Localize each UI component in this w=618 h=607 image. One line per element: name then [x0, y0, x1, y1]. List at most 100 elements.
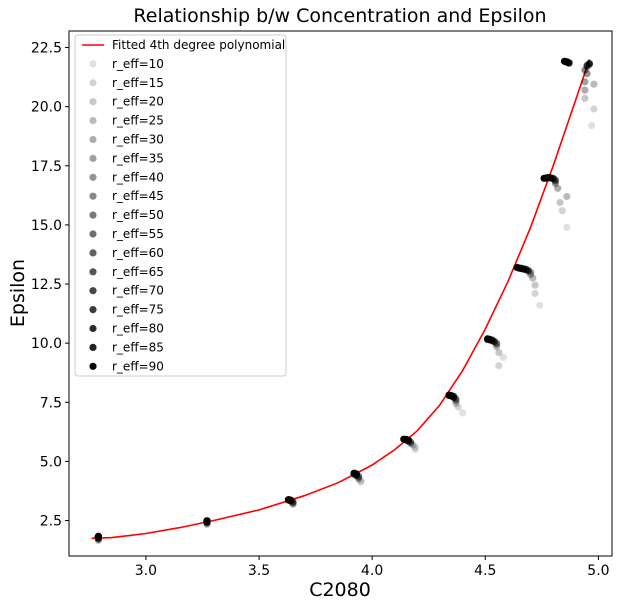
scatter-point-r-eff-30: [581, 86, 589, 94]
scatter-point-r-eff-15: [590, 105, 598, 113]
legend-label: r_eff=45: [112, 189, 164, 203]
plot-frame: [68, 30, 613, 557]
scatter-point-r-eff-20: [495, 349, 503, 357]
scatter-point-r-eff-40: [583, 70, 591, 78]
scatter-point-r-eff-10: [459, 409, 467, 417]
legend-swatch: [89, 192, 97, 200]
scatter-point-r-eff-15: [454, 403, 462, 411]
legend-label: r_eff=70: [112, 284, 164, 298]
axis-ticks: 3.0 3.5 4.0 4.5 5.0 2.5 5.0 7.5 10.0 12.5 15.0 17.5…: [31, 41, 610, 579]
legend-label: r_eff=25: [112, 114, 164, 128]
scatter-point-r-eff-10: [411, 446, 419, 454]
scatter-point-r-eff-25: [590, 80, 598, 88]
scatter-point-r-eff-15: [495, 362, 503, 370]
y-axis-title: Epsilon: [7, 259, 29, 327]
legend-swatch: [89, 362, 97, 370]
x-tick-label: 5.0: [587, 563, 609, 579]
legend-label: r_eff=90: [112, 359, 164, 373]
legend-label: r_eff=75: [112, 303, 164, 317]
scatter-point-r-eff-15: [558, 207, 566, 215]
legend-swatch: [89, 306, 97, 314]
x-tick-label: 3.5: [248, 563, 270, 579]
legend-label: r_eff=85: [112, 340, 164, 354]
legend-swatch: [89, 98, 97, 106]
scatter-point-r-eff-10: [536, 301, 544, 309]
scatter-point-r-eff-15: [411, 443, 419, 451]
scatter-point-r-eff-20: [531, 281, 539, 289]
scatter-point-r-eff-15: [531, 289, 539, 298]
scatter-point-r-eff-90: [540, 174, 548, 182]
legend-swatch: [89, 173, 97, 181]
scatter-point-r-eff-25: [493, 343, 501, 351]
scatter-point-r-eff-90: [513, 263, 521, 272]
y-tick-label: 22.5: [31, 41, 62, 57]
y-tick-label: 7.5: [40, 395, 62, 411]
legend-label: r_eff=60: [112, 246, 164, 260]
fit-curve-layer: [91, 59, 591, 540]
scatter-point-r-eff-10: [357, 478, 365, 486]
legend-swatch: [89, 154, 97, 162]
scatter-point-r-eff-10: [499, 353, 507, 361]
legend-swatch: [89, 211, 97, 219]
x-tick-label: 4.0: [361, 563, 383, 579]
fit-curve: [91, 59, 591, 540]
scatter-point-r-eff-20: [581, 94, 589, 102]
scatter-point-r-eff-90: [484, 335, 492, 343]
legend-swatch: [89, 268, 97, 276]
y-tick-label: 15.0: [31, 218, 62, 234]
legend-label: r_eff=35: [112, 151, 164, 165]
scatter-point-r-eff-90: [203, 517, 211, 525]
y-tick-label: 17.5: [31, 159, 62, 175]
scatter-point-r-eff-25: [563, 192, 571, 201]
legend-label: r_eff=20: [112, 95, 164, 109]
scatter-point-r-eff-90: [400, 435, 408, 443]
chart-title: Relationship b/w Concentration and Epsil…: [133, 5, 546, 27]
legend-swatch: [89, 135, 97, 144]
legend-swatch: [89, 287, 97, 295]
legend-label: r_eff=80: [112, 322, 164, 336]
scatter-point-r-eff-20: [556, 198, 564, 207]
legend-swatch: [89, 117, 97, 125]
scatter-point-r-eff-30: [554, 184, 562, 192]
scatter-point-r-eff-20: [452, 399, 460, 408]
legend-box: [74, 34, 287, 377]
scatter-point-r-eff-90: [560, 57, 569, 65]
legend-fit-label: Fitted 4th degree polynomial: [112, 38, 285, 52]
y-tick-label: 2.5: [40, 514, 62, 530]
scatter-point-r-eff-15: [357, 477, 365, 485]
legend-label: r_eff=30: [112, 133, 164, 147]
legend-swatch: [89, 324, 97, 333]
legend-label: r_eff=10: [112, 57, 164, 71]
legend-label: r_eff=55: [112, 227, 164, 241]
scatter-point-r-eff-90: [284, 496, 293, 504]
scatter-point-r-eff-90: [94, 532, 102, 541]
legend-swatch: [89, 79, 97, 87]
scatter-point-r-eff-25: [529, 274, 537, 282]
scatter-point-r-eff-35: [581, 78, 589, 86]
y-tick-label: 5.0: [40, 454, 62, 470]
scatter-point-r-eff-30: [527, 271, 535, 279]
scatter-point-r-eff-90: [350, 469, 358, 477]
scatter-point-r-eff-90: [445, 391, 453, 399]
x-tick-label: 4.5: [474, 563, 496, 579]
legend-label: r_eff=15: [112, 76, 164, 90]
legend-swatch: [89, 230, 97, 238]
y-tick-label: 12.5: [31, 277, 62, 293]
legend-swatch: [89, 343, 97, 351]
legend: Fitted 4th degree polynomial r_eff=10 r_ef…: [74, 34, 287, 377]
legend-swatch: [89, 60, 97, 68]
legend-swatch: [89, 249, 97, 257]
scatter-point-r-eff-20: [409, 441, 417, 449]
x-axis-title: C2080: [309, 579, 371, 601]
y-tick-label: 10.0: [31, 336, 62, 352]
y-tick-label: 20.0: [31, 100, 62, 116]
legend-label: r_eff=40: [112, 170, 164, 184]
legend-label: r_eff=65: [112, 265, 164, 279]
scatter-points: [94, 57, 598, 545]
scatter-point-r-eff-10: [563, 223, 571, 231]
scatter-point-r-eff-65: [585, 60, 594, 68]
scatter-point-r-eff-10: [588, 122, 596, 130]
legend-label: r_eff=50: [112, 208, 164, 222]
x-tick-label: 3.0: [135, 563, 157, 579]
